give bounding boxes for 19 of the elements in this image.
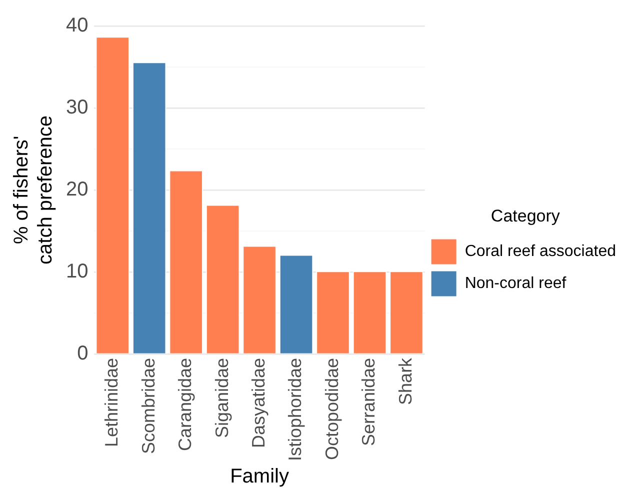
- x-tick-label: Lethrinidae: [102, 358, 122, 448]
- x-tick-label: Scombridae: [138, 358, 158, 454]
- legend-title: Category: [490, 206, 560, 226]
- x-tick-label: Istiophoridae: [285, 358, 306, 462]
- y-axis-title: % of fishers' catch preference: [10, 115, 57, 264]
- x-tick-label: Octopodidae: [322, 358, 342, 460]
- x-tick-label: Shark: [395, 356, 416, 405]
- y-tick-label: 10: [66, 260, 88, 282]
- x-tick-label: Dasyatidae: [248, 358, 268, 448]
- y-tick-label: 40: [66, 14, 88, 37]
- x-tick-label: Serranidae: [358, 358, 379, 446]
- x-tick-label: Carangidae: [175, 358, 196, 452]
- x-axis-title: Family: [230, 466, 289, 488]
- legend-label: Coral reef associated: [464, 243, 616, 260]
- legend-label: Non-coral reef: [464, 275, 567, 292]
- y-tick-label: 30: [66, 96, 88, 118]
- y-tick-label: 0: [77, 342, 88, 364]
- x-tick-label: Siganidae: [212, 358, 232, 438]
- y-tick-label: 20: [66, 178, 88, 200]
